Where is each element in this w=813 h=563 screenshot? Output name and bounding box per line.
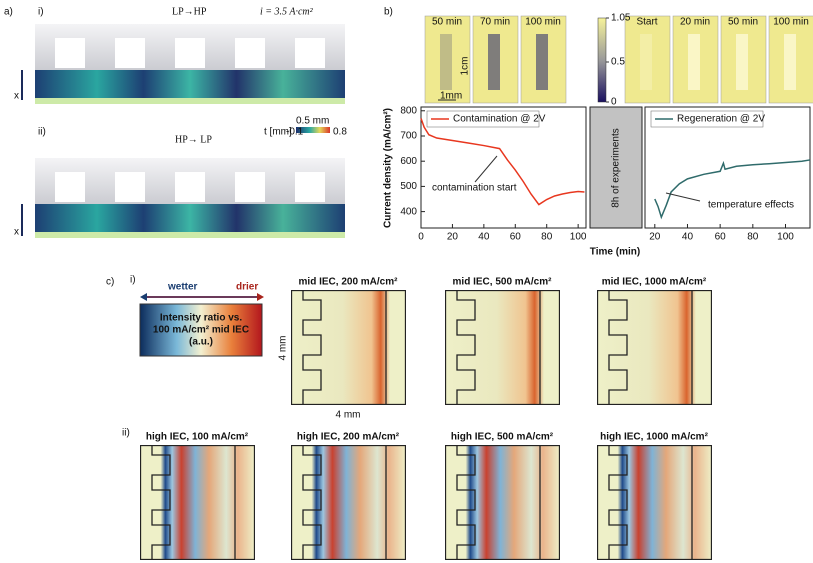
legend-label: Regeneration @ 2V xyxy=(677,114,765,125)
y-axis-label: Current density (mA/cm²) xyxy=(383,108,394,228)
colorbar xyxy=(597,17,607,103)
sub-label: ii) xyxy=(122,428,130,439)
simulation-image xyxy=(35,158,345,238)
gap-label: 8h of experiments xyxy=(611,128,622,208)
x-tick-label: 60 xyxy=(510,232,522,243)
photo-channel xyxy=(488,34,500,90)
x-tick-label: 100 xyxy=(777,232,794,243)
image-title: HP→ LP xyxy=(175,134,212,145)
image-title: high IEC, 500 mA/cm² xyxy=(451,432,554,443)
line-series xyxy=(654,159,811,220)
image xyxy=(445,290,560,405)
photo-channel xyxy=(736,34,748,90)
photo-label: Start xyxy=(636,17,657,28)
legend-text: 100 mA/cm² mid IEC xyxy=(153,325,249,336)
axis-label: x xyxy=(14,91,19,102)
image-grid: mid IEC, 200 mA/cm² mid IEC, 500 mA/cm² mi… xyxy=(140,277,712,560)
legend-box xyxy=(650,110,764,128)
image-strip: 50 min 70 min 100 min Start 20 min 50 min 100 … xyxy=(424,13,813,108)
legend-label: Contamination @ 2V xyxy=(453,114,546,125)
annotation: temperature effects xyxy=(708,200,794,211)
simulation-image xyxy=(35,24,345,104)
current-label: i = 3.5 A·cm² xyxy=(260,6,314,17)
legend-text: (a.u.) xyxy=(189,337,213,348)
photo-label: 70 min xyxy=(480,17,510,28)
scale-label: 0.5 mm xyxy=(296,116,329,127)
photo-channel xyxy=(536,34,548,90)
photo-channel xyxy=(640,34,652,90)
sub-label: i) xyxy=(38,7,44,18)
y-tick-label: 700 xyxy=(400,131,417,142)
image-title: high IEC, 200 mA/cm² xyxy=(297,432,400,443)
line-series xyxy=(420,118,585,206)
x-tick-label: 80 xyxy=(747,232,759,243)
x-tick-label: 20 xyxy=(649,232,661,243)
image xyxy=(140,445,255,560)
x-tick-label: 100 xyxy=(570,232,587,243)
sub-label: i) xyxy=(130,275,136,286)
colorbar-max: 0.8 xyxy=(333,127,347,138)
photo xyxy=(424,15,471,104)
colorbar-tick-label: 1.05 xyxy=(611,13,631,24)
legend-drier: drier xyxy=(236,282,258,293)
x-axis-label: Time (min) xyxy=(590,247,640,258)
photo-channel xyxy=(688,34,700,90)
photo-label: 50 min xyxy=(728,17,758,28)
x-tick-label: 80 xyxy=(541,232,553,243)
x-tick-label: 0 xyxy=(418,232,424,243)
sub-label: ii) xyxy=(38,127,46,138)
dimension-label: 4 mm xyxy=(278,336,289,361)
annotation-arrow xyxy=(474,155,498,183)
dimension-label: 4 mm xyxy=(336,410,361,421)
image-title: high IEC, 1000 mA/cm² xyxy=(600,432,708,443)
image xyxy=(445,445,560,560)
photo-channel xyxy=(784,34,796,90)
colorbar-min: -0.1 xyxy=(286,127,304,138)
colorbar-tick-label: 0 xyxy=(611,97,617,108)
legend-box xyxy=(426,110,540,128)
image-title: mid IEC, 500 mA/cm² xyxy=(453,277,553,288)
legend-colorbar xyxy=(139,303,263,357)
annotation-arrow xyxy=(665,192,701,202)
y-tick-label: 800 xyxy=(400,105,417,116)
plot-frame xyxy=(644,106,811,229)
image xyxy=(597,445,712,560)
photo-label: 100 min xyxy=(525,17,561,28)
scale-label: 1cm xyxy=(460,57,471,76)
gap-box xyxy=(589,106,643,229)
legend-wetter: wetter xyxy=(167,282,198,293)
panel-label: c) xyxy=(106,277,114,288)
plot-frame xyxy=(420,106,587,229)
image xyxy=(597,290,712,405)
photo-label: 20 min xyxy=(680,17,710,28)
image-title: mid IEC, 200 mA/cm² xyxy=(299,277,399,288)
image-title: LP→HP xyxy=(172,6,207,17)
annotation: contamination start xyxy=(432,183,517,194)
chart: 0 20 40 60 80 100 400 500 600 700 800 Contamination… xyxy=(400,105,811,243)
image-title: mid IEC, 1000 mA/cm² xyxy=(602,277,707,288)
photo-channel xyxy=(440,34,452,90)
colorbar-tick-label: 0.5 xyxy=(611,57,625,68)
x-tick-label: 40 xyxy=(682,232,694,243)
photo-label: 100 min xyxy=(773,17,809,28)
photo xyxy=(624,15,671,104)
x-tick-label: 40 xyxy=(478,232,490,243)
x-tick-label: 60 xyxy=(715,232,727,243)
x-tick-label: 20 xyxy=(447,232,459,243)
y-tick-label: 600 xyxy=(400,156,417,167)
y-tick-label: 400 xyxy=(400,206,417,217)
image-title: high IEC, 100 mA/cm² xyxy=(146,432,249,443)
colorbar-label: t [mm] xyxy=(264,127,292,138)
image xyxy=(291,445,406,560)
photo-label: 50 min xyxy=(432,17,462,28)
panel-label: a) xyxy=(4,7,13,18)
panel-label: b) xyxy=(384,7,393,18)
scale-label: 1mm xyxy=(440,91,462,102)
legend-text: Intensity ratio vs. xyxy=(160,313,242,324)
image xyxy=(291,290,406,405)
y-tick-label: 500 xyxy=(400,181,417,192)
colorbar xyxy=(296,127,330,133)
axis-label: x xyxy=(14,227,19,238)
